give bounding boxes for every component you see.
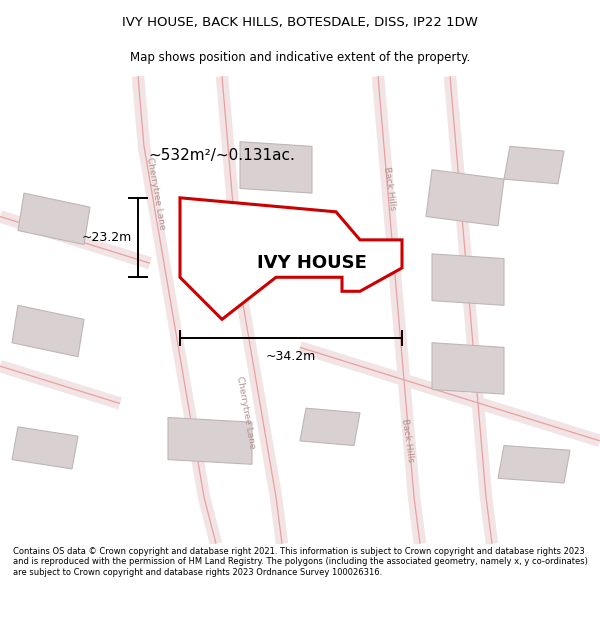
Polygon shape — [180, 198, 402, 319]
Polygon shape — [432, 254, 504, 306]
Text: Cherrytree Lane: Cherrytree Lane — [145, 156, 167, 230]
Polygon shape — [168, 418, 252, 464]
Text: Map shows position and indicative extent of the property.: Map shows position and indicative extent… — [130, 51, 470, 64]
Polygon shape — [432, 342, 504, 394]
Text: Contains OS data © Crown copyright and database right 2021. This information is : Contains OS data © Crown copyright and d… — [13, 547, 588, 577]
Text: ~23.2m: ~23.2m — [82, 231, 132, 244]
Polygon shape — [498, 446, 570, 483]
Polygon shape — [504, 146, 564, 184]
Text: Back Hills: Back Hills — [382, 166, 398, 211]
Text: ~34.2m: ~34.2m — [266, 350, 316, 362]
Polygon shape — [18, 193, 90, 244]
Polygon shape — [12, 306, 84, 357]
Text: ~532m²/~0.131ac.: ~532m²/~0.131ac. — [149, 148, 295, 163]
Polygon shape — [240, 142, 312, 193]
Polygon shape — [300, 408, 360, 446]
Polygon shape — [426, 170, 504, 226]
Text: Back Hills: Back Hills — [400, 419, 416, 463]
Text: IVY HOUSE: IVY HOUSE — [257, 254, 367, 272]
Text: Cherrytree Lane: Cherrytree Lane — [235, 376, 257, 450]
Text: IVY HOUSE, BACK HILLS, BOTESDALE, DISS, IP22 1DW: IVY HOUSE, BACK HILLS, BOTESDALE, DISS, … — [122, 16, 478, 29]
Polygon shape — [12, 427, 78, 469]
